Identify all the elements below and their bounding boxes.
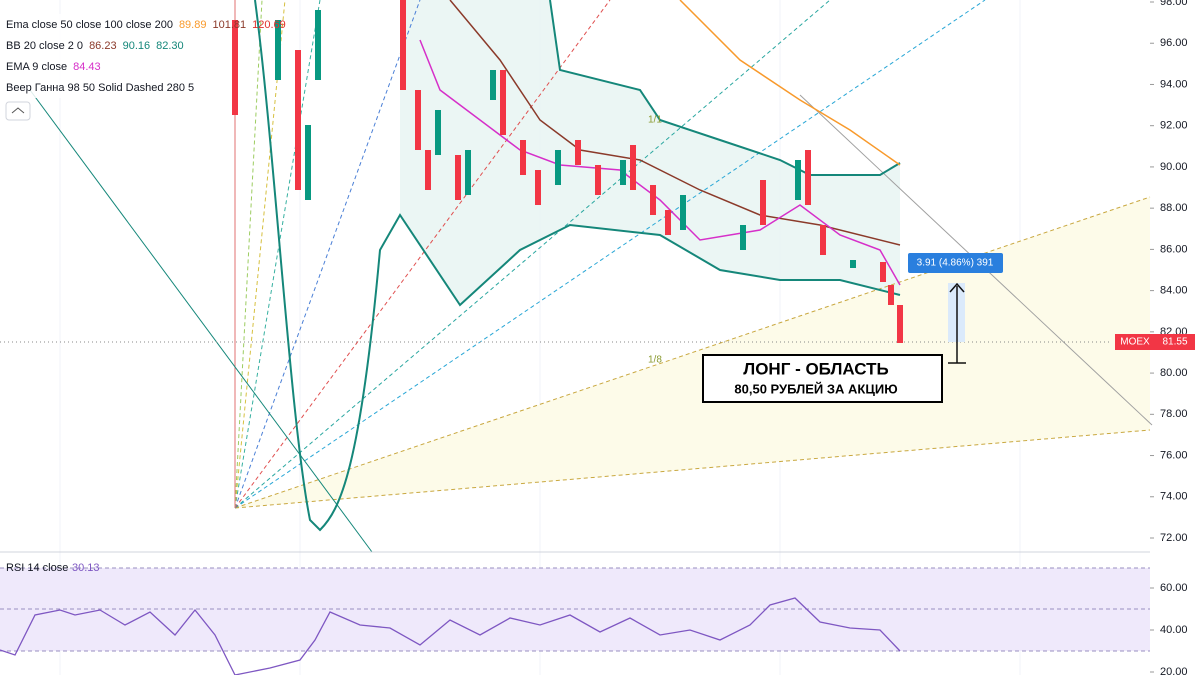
legend-title: Веер Ганна 98 50 Solid Dashed 280 5	[6, 82, 194, 94]
arrow-head	[949, 282, 965, 293]
legend-title: BB 20 close 2 0	[6, 40, 83, 52]
legend-title: Ema close 50 close 100 close 200	[6, 19, 173, 31]
legend-value: 120.69	[252, 19, 286, 31]
price-tick-label: 96.00	[1160, 37, 1188, 49]
price-tick-label: 76.00	[1160, 449, 1188, 461]
price-tick-label: 80.00	[1160, 367, 1188, 379]
candles	[232, 0, 903, 343]
price-tag	[1155, 334, 1195, 350]
price-axis: 98.00 96.00 94.00 92.00 90.00 88.00 86.00 84.00…	[1150, 0, 1188, 544]
rsi-tick-label: 60.00	[1160, 582, 1188, 594]
legend-value: 86.23	[89, 40, 117, 52]
annotation-box	[702, 354, 943, 403]
symbol-tag-text: MOEX	[1120, 337, 1150, 348]
price-tick-label: 72.00	[1160, 532, 1188, 544]
measure-label: 3.91 (4.86%) 391	[917, 258, 994, 269]
legend: Ema close 50 close 100 close 200 89.89 101…	[0, 14, 286, 98]
rsi-levels	[0, 567, 1150, 652]
legend-value: 90.16	[123, 40, 151, 52]
legend-bg	[0, 14, 230, 98]
price-tag-text: 81.55	[1162, 337, 1187, 348]
legend-value: 82.30	[156, 40, 184, 52]
bb-fill	[400, 0, 900, 305]
legend-value: 101.81	[212, 19, 246, 31]
rsi-title: RSI 14 close	[6, 562, 68, 574]
symbol-tag	[1115, 334, 1155, 350]
price-tick-label: 78.00	[1160, 408, 1188, 420]
rsi-tick-label: 20.00	[1160, 666, 1188, 675]
collapse-icon	[11, 107, 25, 114]
price-tick-label: 90.00	[1160, 161, 1188, 173]
gann-fan	[234, 0, 1151, 509]
rsi-line	[0, 597, 901, 676]
price-tick-label: 92.00	[1160, 120, 1188, 132]
annotation-line: 80,50 РУБЛЕЙ ЗА АКЦИЮ	[734, 381, 897, 396]
trend-line	[29, 89, 373, 553]
price-tick-label: 98.00	[1160, 0, 1188, 8]
price-tick-label: 94.00	[1160, 78, 1188, 90]
legend-value: 84.43	[73, 61, 101, 73]
fan-label: 1/1	[648, 115, 662, 126]
price-tick-label: 74.00	[1160, 491, 1188, 503]
fan-label: 1/8	[648, 355, 662, 366]
price-tick-label: 84.00	[1160, 285, 1188, 297]
collapse-button[interactable]	[5, 101, 31, 121]
rsi-value: 30.13	[72, 562, 100, 574]
rsi-tick-label: 40.00	[1160, 624, 1188, 636]
price-tick-label: 88.00	[1160, 202, 1188, 214]
indicator-lines	[254, 0, 901, 532]
price-tick-label: 86.00	[1160, 243, 1188, 255]
annotation-line: ЛОНГ - ОБЛАСТЬ	[743, 359, 888, 378]
legend-title: EMA 9 close	[6, 61, 67, 73]
legend-value: 89.89	[179, 19, 207, 31]
measure-label-box	[908, 253, 1003, 273]
